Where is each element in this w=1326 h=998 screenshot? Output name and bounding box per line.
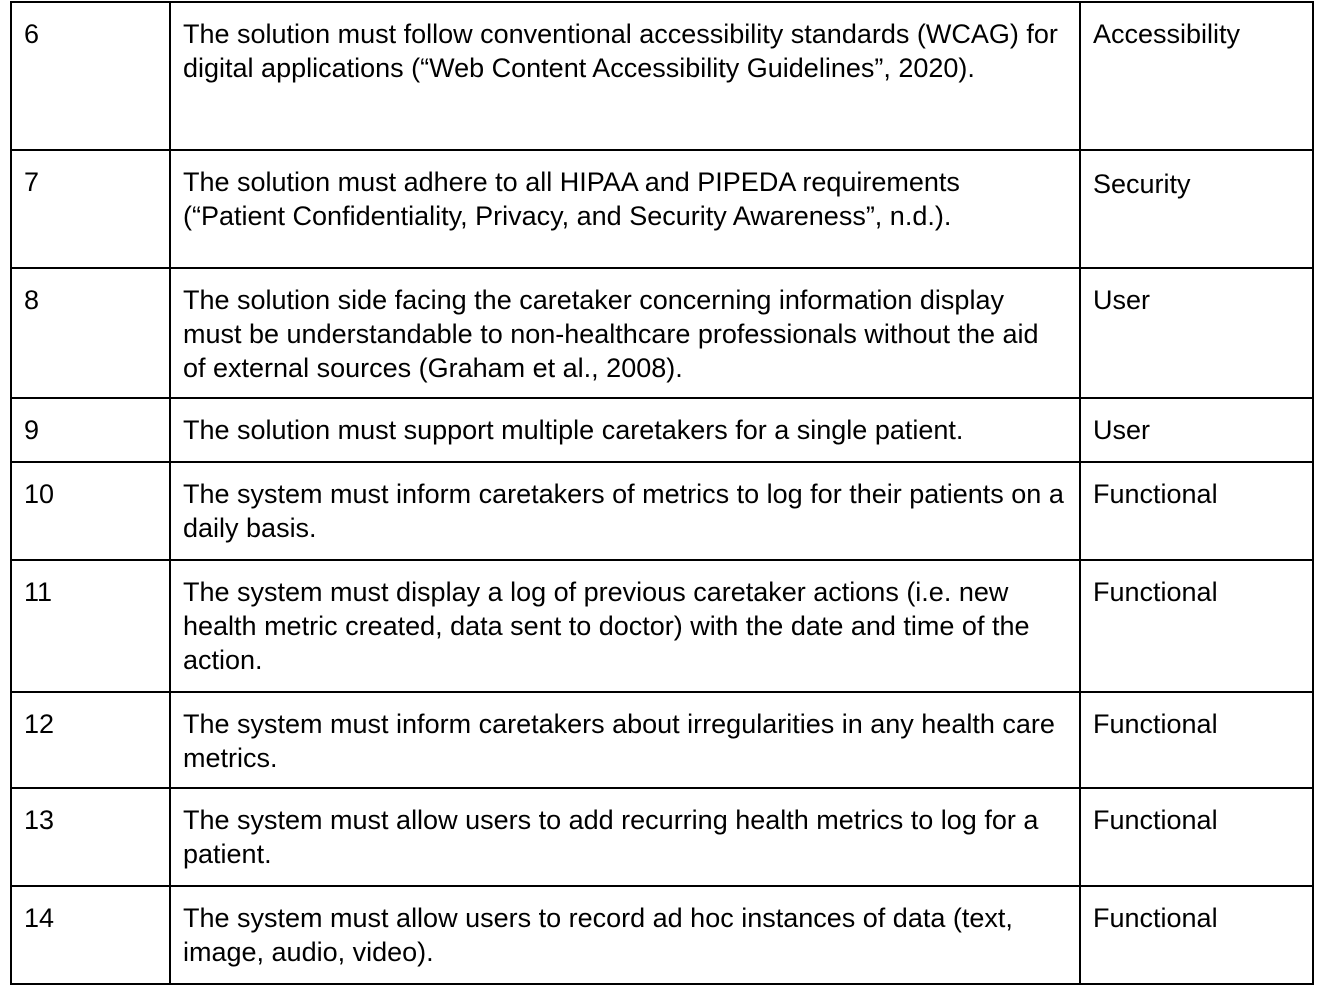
requirement-description: The system must allow users to record ad… <box>169 885 1081 985</box>
requirement-category: Functional <box>1079 691 1314 789</box>
requirement-id: 8 <box>10 267 171 399</box>
table-row: 8 The solution side facing the caretaker… <box>10 267 1314 399</box>
requirement-category: Functional <box>1079 885 1314 985</box>
requirement-description: The solution side facing the caretaker c… <box>169 267 1081 399</box>
requirement-description: The solution must adhere to all HIPAA an… <box>169 149 1081 269</box>
table-row: 6 The solution must follow conventional … <box>10 1 1314 151</box>
table-row: 7 The solution must adhere to all HIPAA … <box>10 149 1314 269</box>
requirement-category: Functional <box>1079 461 1314 561</box>
requirement-description: The system must allow users to add recur… <box>169 787 1081 887</box>
requirement-category: Functional <box>1079 559 1314 693</box>
requirement-id: 6 <box>10 1 171 151</box>
table-row: 11 The system must display a log of prev… <box>10 559 1314 693</box>
requirement-category: Security <box>1079 149 1314 269</box>
table-row: 14 The system must allow users to record… <box>10 885 1314 985</box>
table-row: 10 The system must inform caretakers of … <box>10 461 1314 561</box>
requirement-id: 12 <box>10 691 171 789</box>
requirement-category: Accessibility <box>1079 1 1314 151</box>
requirements-table: 6 The solution must follow conventional … <box>10 1 1314 985</box>
table-row: 12 The system must inform caretakers abo… <box>10 691 1314 789</box>
requirement-id: 9 <box>10 397 171 463</box>
requirement-category: User <box>1079 397 1314 463</box>
requirement-description: The solution must support multiple caret… <box>169 397 1081 463</box>
requirement-id: 14 <box>10 885 171 985</box>
table-row: 9 The solution must support multiple car… <box>10 397 1314 463</box>
requirement-id: 10 <box>10 461 171 561</box>
requirement-category: Functional <box>1079 787 1314 887</box>
requirement-category: User <box>1079 267 1314 399</box>
requirement-description: The system must inform caretakers about … <box>169 691 1081 789</box>
table-row: 13 The system must allow users to add re… <box>10 787 1314 887</box>
requirement-id: 13 <box>10 787 171 887</box>
requirement-description: The system must display a log of previou… <box>169 559 1081 693</box>
requirement-description: The system must inform caretakers of met… <box>169 461 1081 561</box>
requirement-id: 11 <box>10 559 171 693</box>
requirement-description: The solution must follow conventional ac… <box>169 1 1081 151</box>
requirement-id: 7 <box>10 149 171 269</box>
